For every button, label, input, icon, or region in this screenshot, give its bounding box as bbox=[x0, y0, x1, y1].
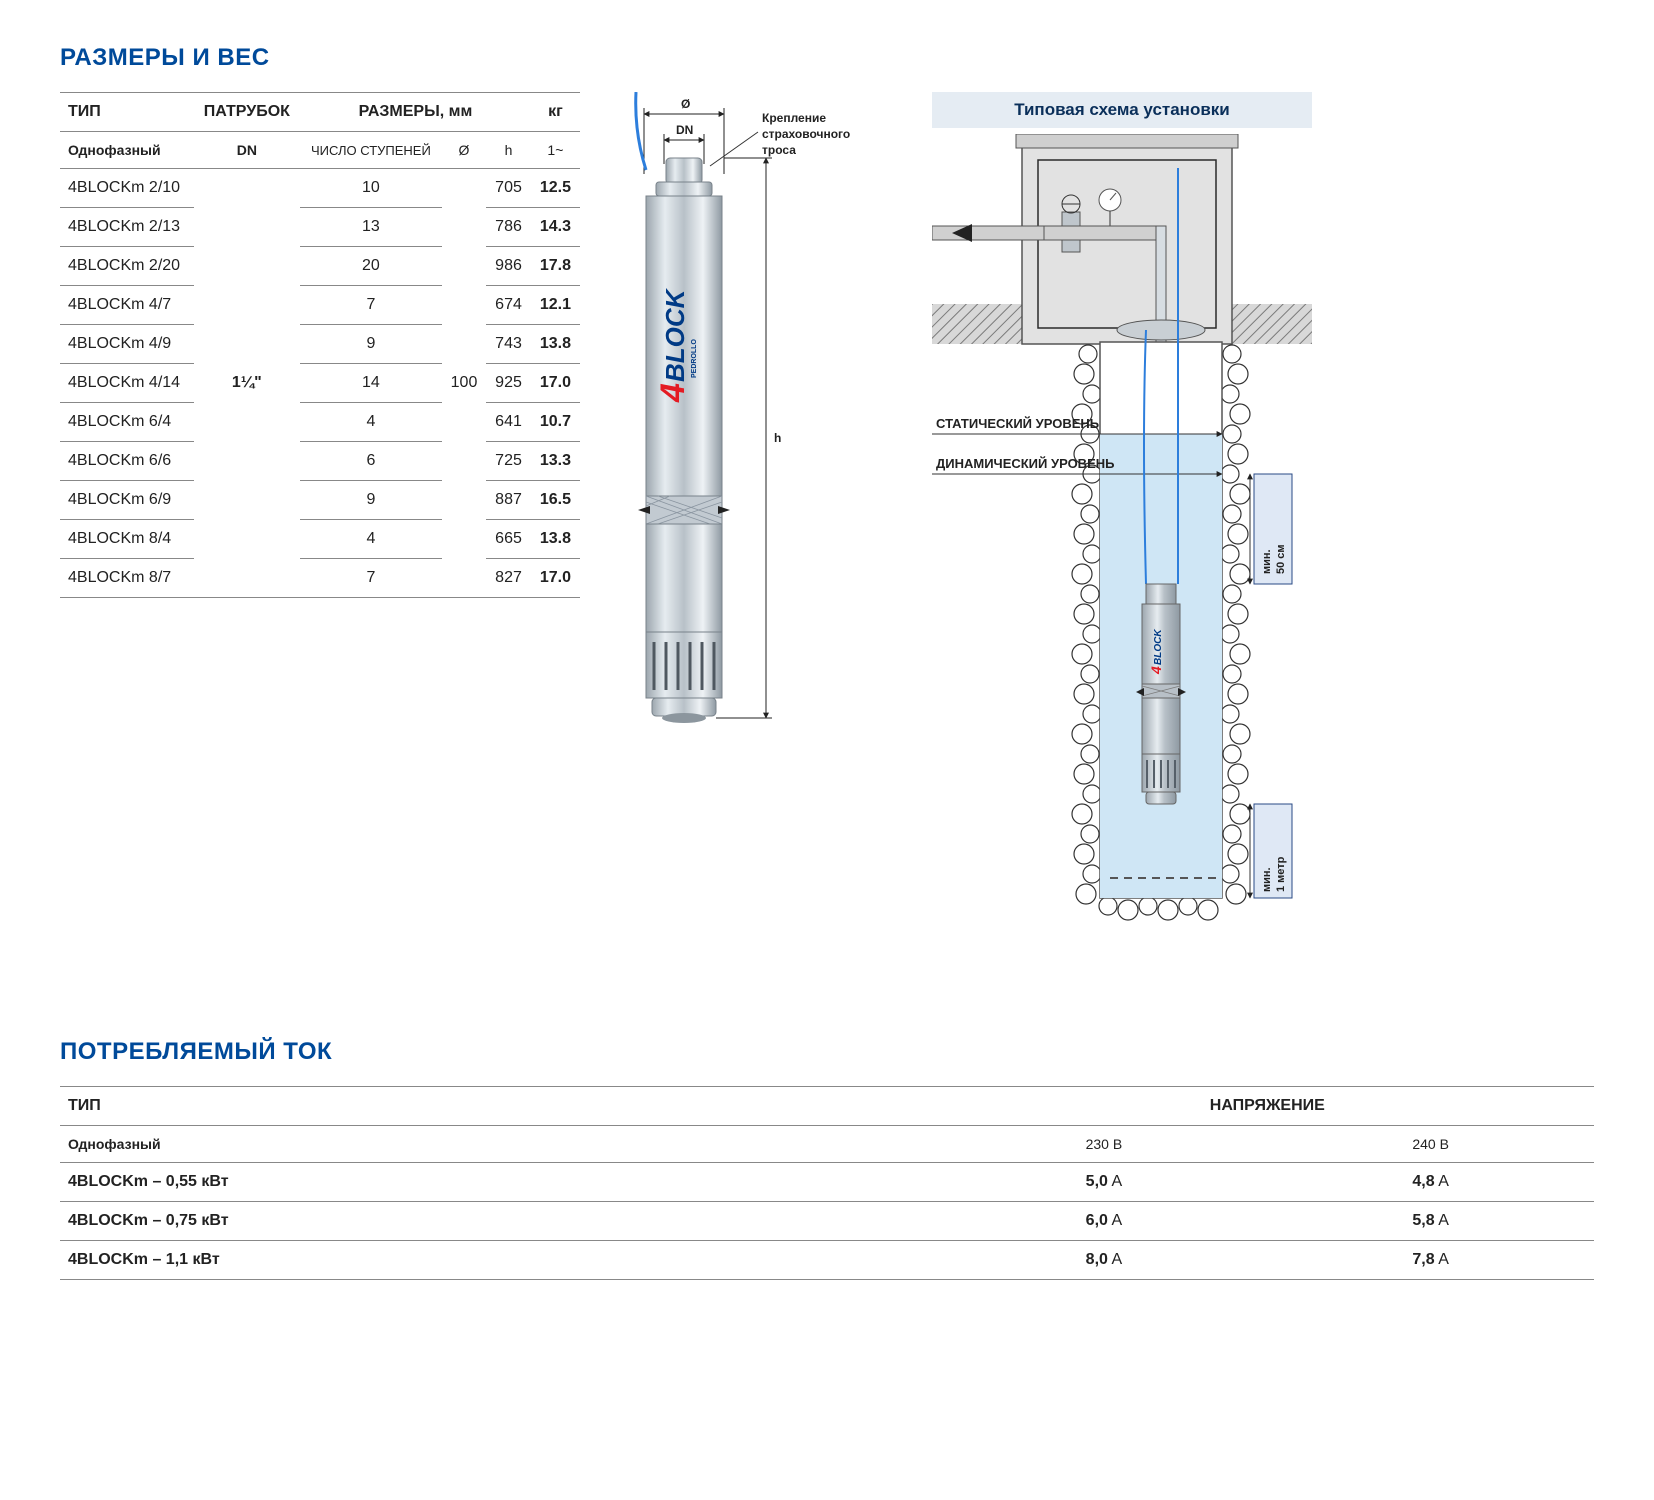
table-row: 4BLOCKm – 0,55 кВт5,0 A4,8 A bbox=[60, 1163, 1594, 1202]
install-diagram-wrap: Типовая схема установки bbox=[932, 92, 1312, 954]
dimensions-table: ТИППАТРУБОКРАЗМЕРЫ, ммкгОднофазныйDNЧИСЛ… bbox=[60, 92, 580, 598]
install-title: Типовая схема установки bbox=[932, 92, 1312, 128]
current-table: ТИПНАПРЯЖЕНИЕОднофазный230 В240 В4BLOCKm… bbox=[60, 1086, 1594, 1280]
pump-h-label: h bbox=[774, 431, 781, 445]
pump-logo-4: 4 bbox=[654, 383, 692, 403]
min1-label-b: 1 метр bbox=[1275, 856, 1287, 892]
min1-label-a: мин. bbox=[1261, 867, 1273, 892]
svg-text:BLOCK: BLOCK bbox=[1153, 629, 1164, 665]
table-row: 4BLOCKm 8/4466513.8 bbox=[60, 520, 580, 559]
min50-label-a: мин. bbox=[1261, 549, 1273, 574]
pump-dn-label: DN bbox=[676, 123, 693, 137]
table-row: 4BLOCKm 4/9974313.8 bbox=[60, 325, 580, 364]
svg-text:4: 4 bbox=[1148, 666, 1164, 675]
table-row: 4BLOCKm 2/101¼"1010070512.5 bbox=[60, 169, 580, 208]
table-row: 4BLOCKm – 1,1 кВт8,0 A7,8 A bbox=[60, 1241, 1594, 1280]
install-diagram: СТАТИЧЕСКИЙ УРОВЕНЬ ДИНАМИЧЕСКИЙ УРОВЕНЬ… bbox=[932, 134, 1312, 954]
table-row: 4BLOCKm 4/7767412.1 bbox=[60, 286, 580, 325]
table-row: 4BLOCKm – 0,75 кВт6,0 A5,8 A bbox=[60, 1202, 1594, 1241]
min50-label-b: 50 см bbox=[1275, 544, 1287, 574]
pump-dia-label: Ø bbox=[681, 97, 690, 111]
table-row: 4BLOCKm 2/202098617.8 bbox=[60, 247, 580, 286]
pump-drawing-wrap: Ø DN Крепление страховочного троса 4 bbox=[606, 92, 906, 954]
dimensions-table-wrap: ТИППАТРУБОКРАЗМЕРЫ, ммкгОднофазныйDNЧИСЛ… bbox=[60, 92, 580, 954]
table-row: 4BLOCKm 4/141492517.0 bbox=[60, 364, 580, 403]
dynamic-level-label: ДИНАМИЧЕСКИЙ УРОВЕНЬ bbox=[936, 456, 1114, 471]
table-row: 4BLOCKm 6/4464110.7 bbox=[60, 403, 580, 442]
cable-label-3: троса bbox=[762, 143, 796, 157]
pump-logo-sub: PEDROLLO bbox=[691, 339, 698, 378]
table-row: 4BLOCKm 8/7782717.0 bbox=[60, 559, 580, 598]
static-level-label: СТАТИЧЕСКИЙ УРОВЕНЬ bbox=[936, 416, 1099, 431]
cable-label-1: Крепление bbox=[762, 111, 826, 125]
dimensions-title: РАЗМЕРЫ И ВЕС bbox=[60, 44, 1594, 72]
table-row: 4BLOCKm 2/131378614.3 bbox=[60, 208, 580, 247]
cable-label-2: страховочного bbox=[762, 127, 850, 141]
pump-logo-block: BLOCK bbox=[660, 287, 690, 382]
current-title: ПОТРЕБЛЯЕМЫЙ ТОК bbox=[60, 1038, 1594, 1066]
table-row: 4BLOCKm 6/6672513.3 bbox=[60, 442, 580, 481]
pump-dimension-diagram: Ø DN Крепление страховочного троса 4 bbox=[606, 92, 906, 732]
table-row: 4BLOCKm 6/9988716.5 bbox=[60, 481, 580, 520]
